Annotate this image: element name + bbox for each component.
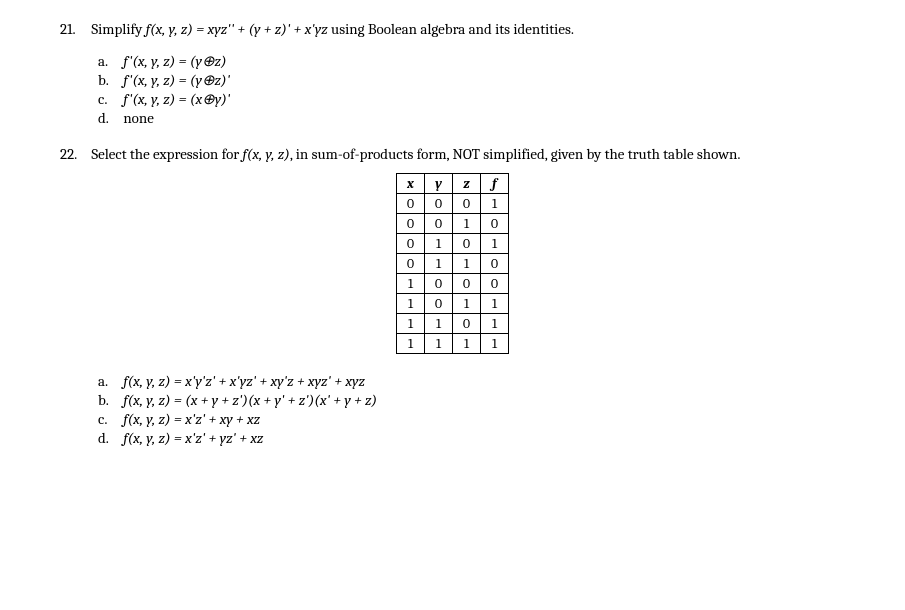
table-row: 0001	[397, 194, 509, 214]
q22-opt-d: d. f(x, y, z) = x'z' + yz' + xz	[98, 429, 845, 447]
table-row: 0010	[397, 214, 509, 234]
th-z: z	[453, 174, 481, 194]
opt-expr: f'(x, y, z) = (y⊕z)'	[123, 71, 230, 89]
q22-pre: Select the expression for	[91, 145, 242, 163]
q21-opt-d: d. none	[98, 109, 845, 127]
q21-func: f(x, y, z) = xyz'' + (y + z)' + x'yz	[146, 20, 328, 38]
opt-letter: a.	[98, 372, 120, 390]
opt-letter: b.	[98, 71, 120, 89]
table-row: 0101	[397, 234, 509, 254]
th-f: f	[481, 174, 509, 194]
q22-opt-c: c. f(x, y, z) = x'z' + xy + xz	[98, 410, 845, 428]
table-row: 1000	[397, 274, 509, 294]
opt-expr: none	[123, 109, 154, 127]
th-y: y	[425, 174, 453, 194]
q22-opt-b: b. f(x, y, z) = (x + y + z')(x + y' + z'…	[98, 391, 845, 409]
table-body: 0001 0010 0101 0110 1000 1011 1101 1111	[397, 194, 509, 354]
table-row: 1111	[397, 334, 509, 354]
q22-options: a. f(x, y, z) = x'y'z' + x'yz' + xy'z + …	[98, 372, 845, 447]
opt-expr: f(x, y, z) = (x + y + z')(x + y' + z')(x…	[123, 391, 377, 409]
opt-expr: f(x, y, z) = x'z' + yz' + xz	[123, 429, 263, 447]
q21-opt-a: a. f'(x, y, z) = (y⊕z)	[98, 52, 845, 70]
q21-options: a. f'(x, y, z) = (y⊕z) b. f'(x, y, z) = …	[98, 52, 845, 127]
table-row: 1011	[397, 294, 509, 314]
opt-letter: b.	[98, 391, 120, 409]
table-row: 0110	[397, 254, 509, 274]
q21-opt-c: c. f'(x, y, z) = (x⊕y)'	[98, 90, 845, 108]
question-22: 22. Select the expression for f(x, y, z)…	[60, 145, 845, 447]
q22-text: Select the expression for f(x, y, z), in…	[91, 145, 844, 163]
q22-mid: , in sum-of-products form, NOT simplifie…	[290, 145, 741, 163]
q22-func: f(x, y, z)	[243, 145, 290, 163]
opt-expr: f(x, y, z) = x'y'z' + x'yz' + xy'z + xyz…	[123, 372, 365, 390]
q21-post: using Boolean algebra and its identities…	[328, 20, 574, 38]
opt-expr: f(x, y, z) = x'z' + xy + xz	[123, 410, 260, 428]
q21-opt-b: b. f'(x, y, z) = (y⊕z)'	[98, 71, 845, 89]
q21-text: Simplify f(x, y, z) = xyz'' + (y + z)' +…	[91, 20, 844, 38]
th-x: x	[397, 174, 425, 194]
opt-letter: d.	[98, 429, 120, 447]
opt-expr: f'(x, y, z) = (y⊕z)	[123, 52, 226, 70]
question-21: 21. Simplify f(x, y, z) = xyz'' + (y + z…	[60, 20, 845, 127]
table-row: 1101	[397, 314, 509, 334]
table-header-row: x y z f	[397, 174, 509, 194]
opt-letter: a.	[98, 52, 120, 70]
opt-letter: d.	[98, 109, 120, 127]
q22-number: 22.	[60, 145, 88, 163]
truth-table: x y z f 0001 0010 0101 0110 1000 1011 11…	[396, 173, 509, 354]
q21-pre: Simplify	[91, 20, 145, 38]
opt-letter: c.	[98, 90, 120, 108]
opt-expr: f'(x, y, z) = (x⊕y)'	[123, 90, 230, 108]
q21-number: 21.	[60, 20, 88, 38]
opt-letter: c.	[98, 410, 120, 428]
q22-opt-a: a. f(x, y, z) = x'y'z' + x'yz' + xy'z + …	[98, 372, 845, 390]
